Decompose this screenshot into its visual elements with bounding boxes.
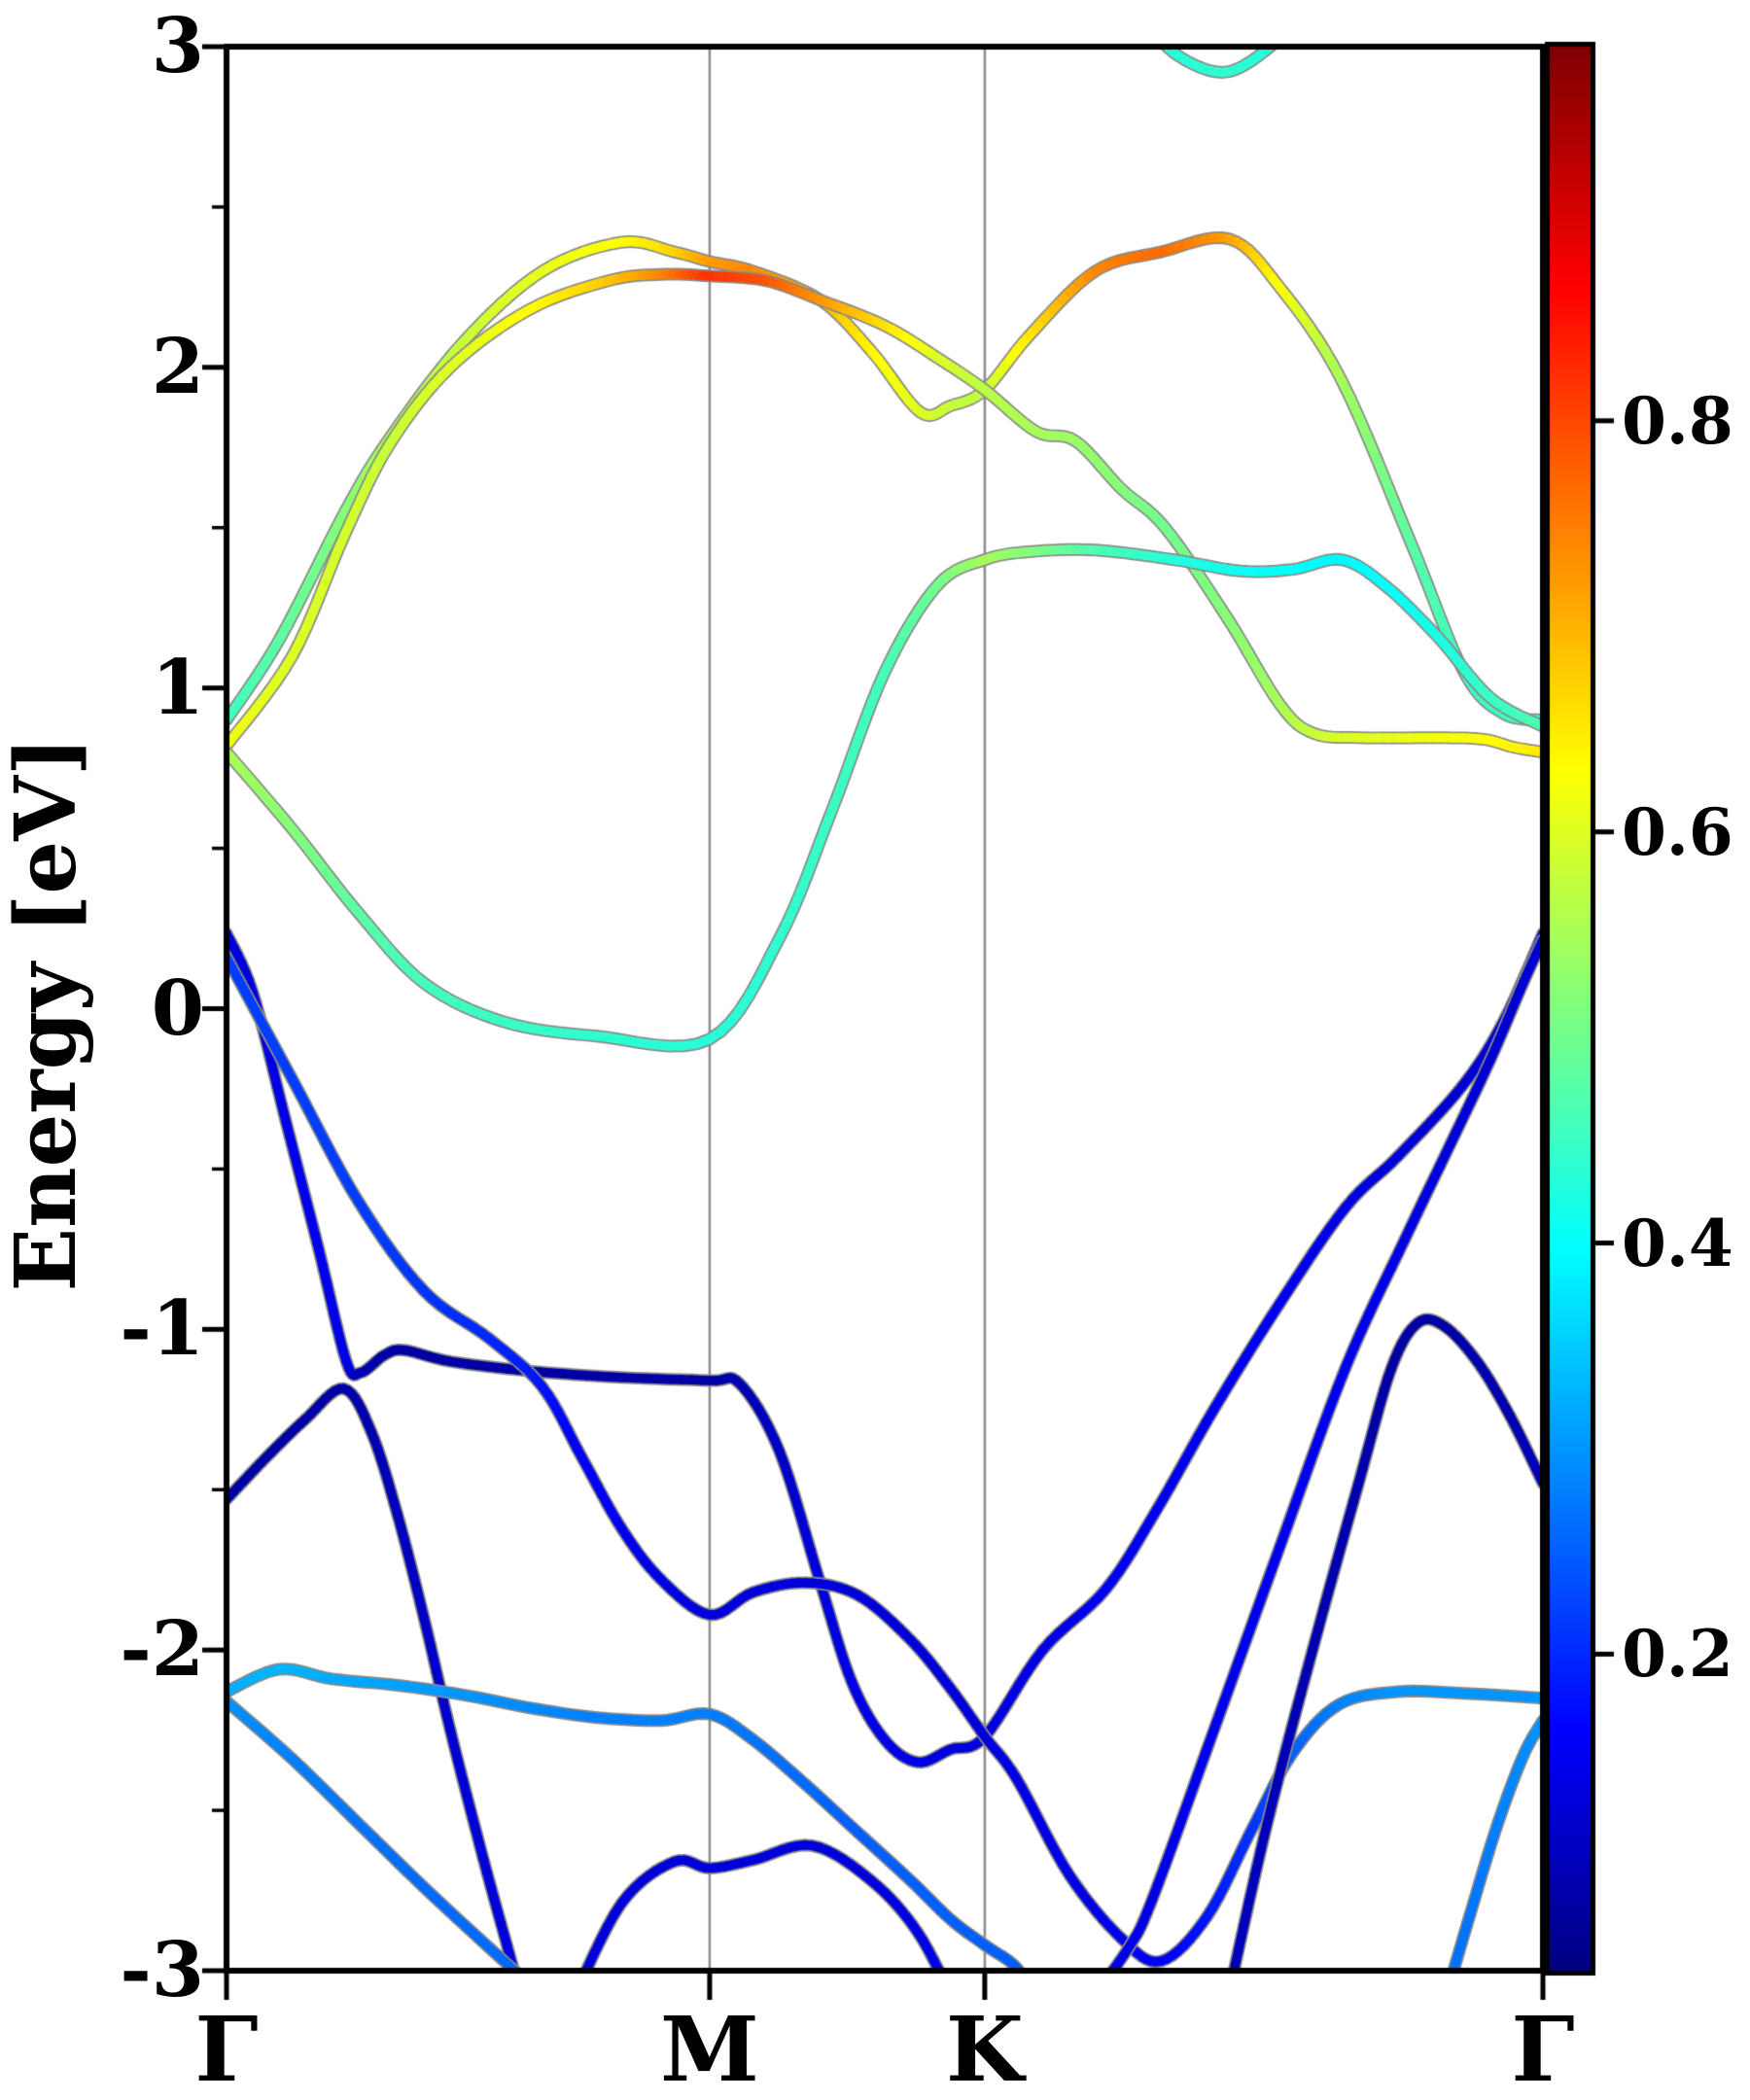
y-tick-label--3: -3 (120, 1926, 204, 2014)
x-tick-label-0: Γ (194, 1997, 259, 2100)
y-tick-label-2: 2 (151, 322, 204, 411)
colorbar-tick-label-0.4: 0.4 (1622, 1205, 1733, 1281)
x-tick-label-2: K (945, 1997, 1024, 2100)
x-tick-label-3: Γ (1511, 1997, 1575, 2100)
y-tick-label-1: 1 (151, 643, 204, 732)
y-tick-label--2: -2 (120, 1605, 204, 1695)
y-tick-label-3: 3 (151, 2, 204, 90)
colorbar-tick-label-0.8: 0.8 (1622, 382, 1733, 459)
y-tick-label-0: 0 (151, 963, 204, 1053)
colorbar-tick-label-0.2: 0.2 (1622, 1616, 1733, 1693)
x-tick-label-1: M (659, 1997, 759, 2100)
colorbar-tick-label-0.6: 0.6 (1622, 793, 1733, 870)
y-tick-label--1: -1 (120, 1284, 204, 1374)
